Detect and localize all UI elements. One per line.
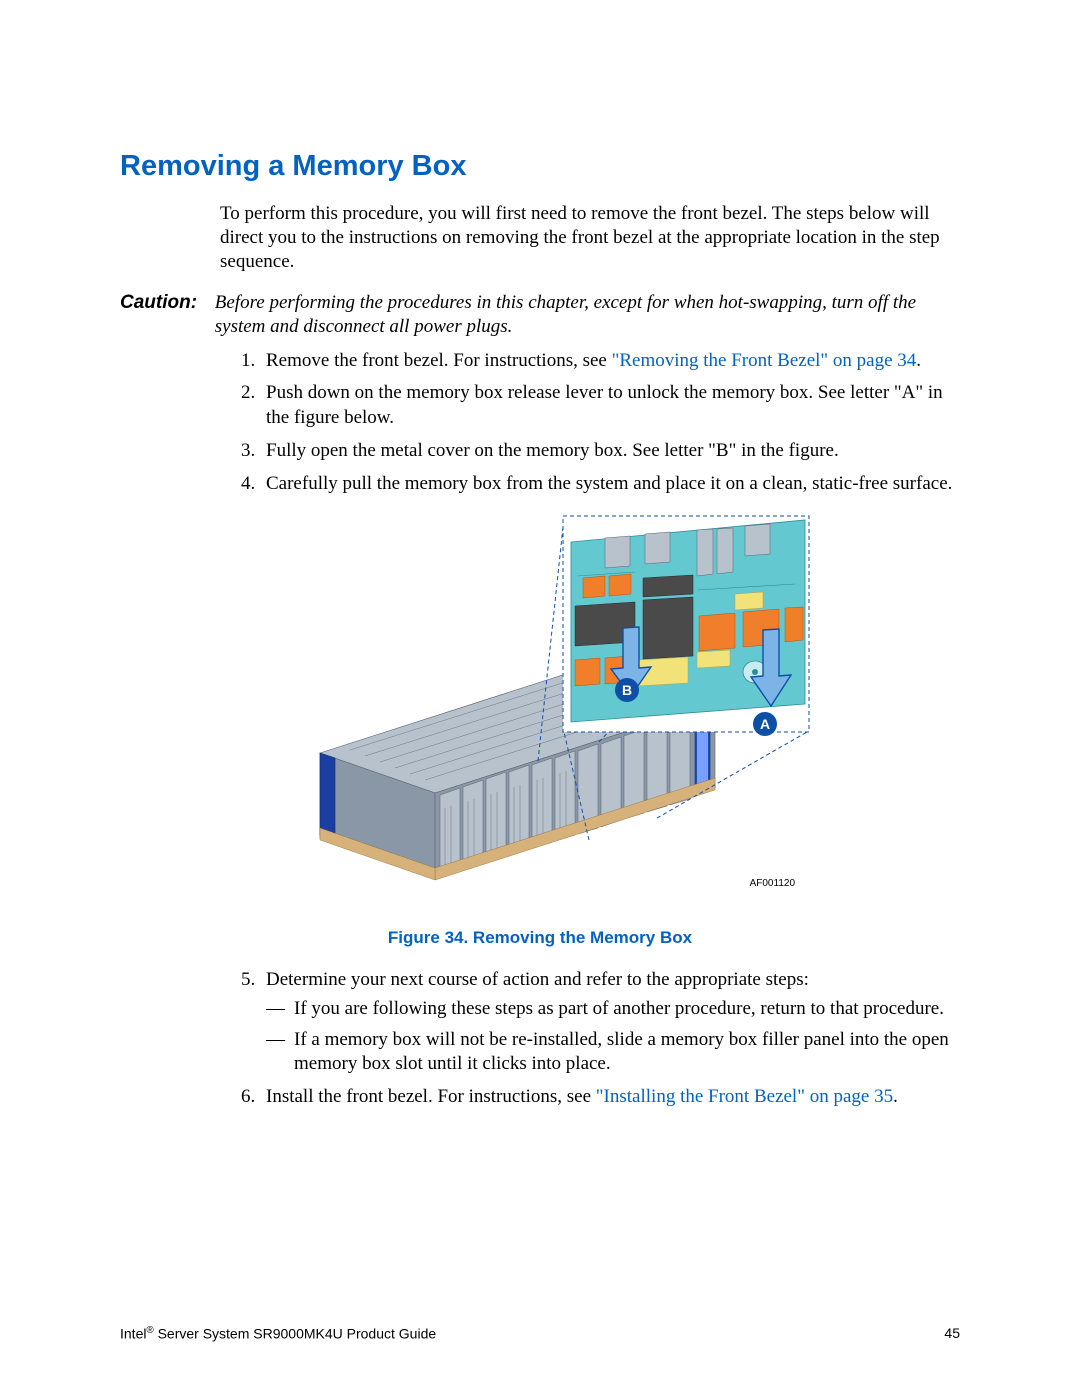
step-5b: If a memory box will not be re-installed… <box>266 1028 960 1077</box>
step-6-post: . <box>893 1086 898 1107</box>
step-3: Fully open the metal cover on the memory… <box>260 439 960 464</box>
step-5-sublist: If you are following these steps as part… <box>266 997 960 1077</box>
caution-block: Caution: Before performing the procedure… <box>120 291 960 339</box>
inset-panel-icon <box>563 516 809 732</box>
footer-brand: Intel <box>120 1326 146 1342</box>
caution-label: Caution: <box>120 291 210 315</box>
page-footer: Intel® Server System SR9000MK4U Product … <box>120 1325 960 1342</box>
figure-34: B A AF001120 <box>265 508 815 913</box>
figure-svg: B A <box>265 508 815 913</box>
figure-caption: Figure 34. Removing the Memory Box <box>120 928 960 948</box>
step-1-pre: Remove the front bezel. For instructions… <box>266 350 612 371</box>
badge-a-label: A <box>760 716 770 732</box>
step-2: Push down on the memory box release leve… <box>260 381 960 430</box>
step-6-pre: Install the front bezel. For instruction… <box>266 1086 596 1107</box>
badge-b: B <box>615 678 639 702</box>
badge-b-label: B <box>622 682 632 698</box>
footer-page-number: 45 <box>944 1325 960 1341</box>
step-5: Determine your next course of action and… <box>260 968 960 1077</box>
steps-list: Remove the front bezel. For instructions… <box>220 349 960 496</box>
steps-list-continued: Determine your next course of action and… <box>220 968 960 1109</box>
step-1-post: . <box>916 350 921 371</box>
footer-product: Server System SR9000MK4U Product Guide <box>158 1326 437 1342</box>
badge-a: A <box>753 712 777 736</box>
figure-area: B A AF001120 Figure 34. Removing the Mem… <box>120 508 960 948</box>
page: Removing a Memory Box To perform this pr… <box>0 0 1080 1397</box>
caution-text: Before performing the procedures in this… <box>215 291 935 339</box>
step-5a: If you are following these steps as part… <box>266 997 960 1022</box>
figure-code: AF001120 <box>750 878 795 889</box>
link-removing-front-bezel[interactable]: "Removing the Front Bezel" on page 34 <box>612 350 917 371</box>
step-1: Remove the front bezel. For instructions… <box>260 349 960 374</box>
registered-icon: ® <box>146 1325 153 1336</box>
step-6: Install the front bezel. For instruction… <box>260 1085 960 1110</box>
intro-paragraph: To perform this procedure, you will firs… <box>220 202 960 273</box>
step-4: Carefully pull the memory box from the s… <box>260 472 960 497</box>
section-title: Removing a Memory Box <box>120 150 960 183</box>
step-5-text: Determine your next course of action and… <box>266 969 809 990</box>
link-installing-front-bezel[interactable]: "Installing the Front Bezel" on page 35 <box>596 1086 893 1107</box>
